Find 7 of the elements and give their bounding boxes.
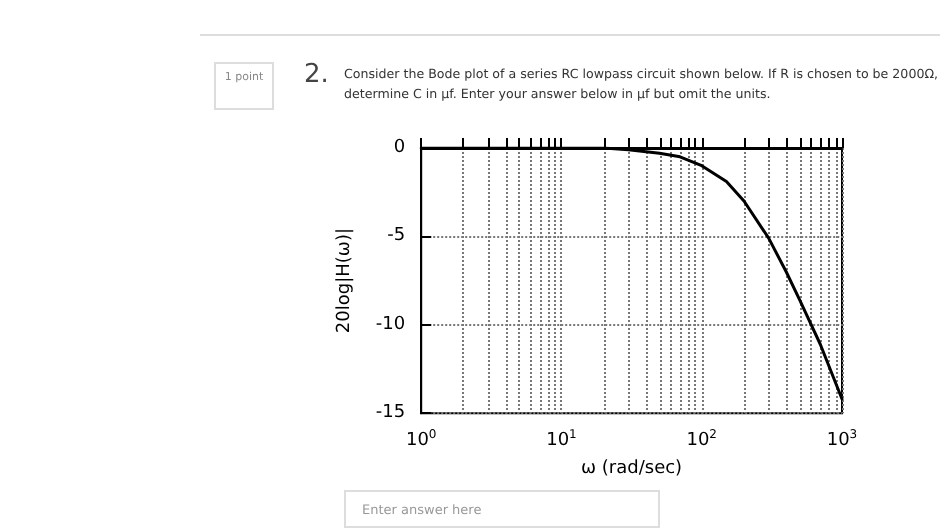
y-tick-label: -10 <box>375 314 406 335</box>
text: 2. <box>304 60 329 90</box>
y-tick-label: -15 <box>375 403 406 424</box>
y-tick-label: -5 <box>387 226 406 247</box>
y-tick-label: 0 <box>393 138 406 158</box>
y-axis-title: 20log|H(ω)| <box>335 228 355 334</box>
x-axis-title: ω (rad/sec) <box>581 459 683 479</box>
